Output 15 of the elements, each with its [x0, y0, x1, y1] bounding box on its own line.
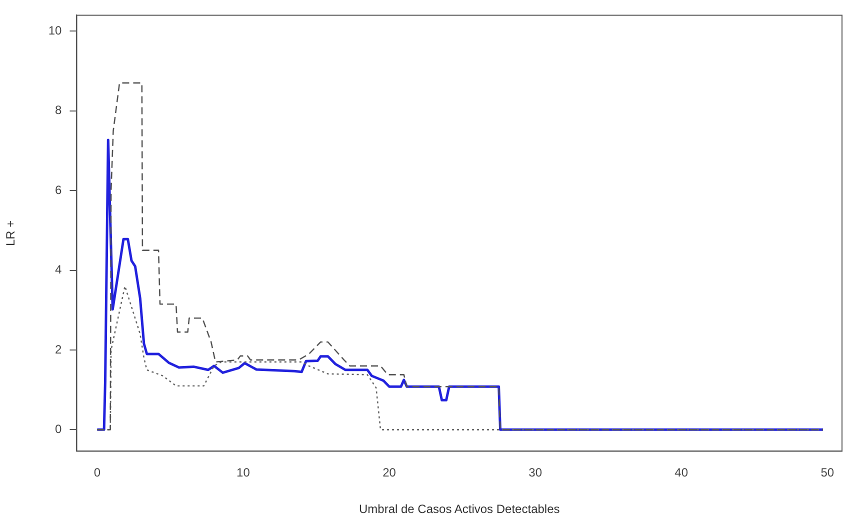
x-axis-title: Umbral de Casos Activos Detectables: [358, 502, 560, 516]
y-tick-label: 10: [48, 23, 62, 38]
line-series: [96, 82, 824, 430]
x-tick-label: 40: [674, 466, 688, 480]
x-tick-label: 30: [528, 466, 542, 480]
x-tick-label: 10: [236, 466, 250, 480]
y-tick-label: 0: [55, 422, 62, 436]
y-tick-label: 4: [55, 262, 62, 277]
x-tick-label: 50: [820, 466, 834, 480]
y-axis-title: LR +: [4, 220, 18, 246]
y-tick-label: 6: [55, 182, 62, 197]
y-tick-label: 2: [55, 342, 62, 356]
y-tick-label: 8: [55, 103, 62, 118]
x-tick-label: 20: [382, 466, 396, 480]
x-tick-label: 0: [94, 466, 101, 480]
